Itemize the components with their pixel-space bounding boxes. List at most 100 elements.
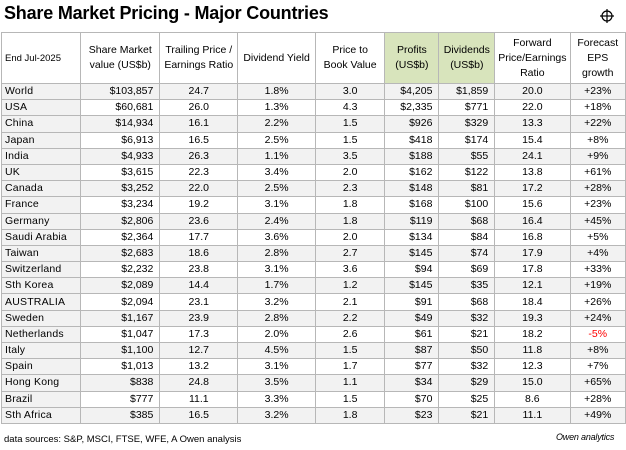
cell-eps-growth: +9% [569,147,626,165]
table-row: India $4,933 26.3 1.1% 3.5 $188 $55 24.1 +9% [0,147,626,165]
cell-profits: $23 [384,406,440,424]
cell-trailing-pe: 16.5 [159,406,239,424]
cell-eps-growth: +33% [569,261,626,279]
cell-country: Italy [0,341,82,360]
cell-market-value: $60,681 [80,99,161,117]
cell-dividend-yield: 1.3% [237,99,316,117]
cell-price-to-book: 1.5 [314,390,386,408]
cell-price-to-book: 1.8 [314,196,386,214]
cell-dividend-yield: 2.8% [237,244,316,263]
cell-dividend-yield: 3.5% [237,374,316,392]
cell-price-to-book: 4.3 [314,99,386,117]
cell-dividend-yield: 3.1% [237,358,316,376]
header-profits: Profits (US$b) [384,32,440,84]
cell-country: Sweden [0,309,82,327]
cell-eps-growth: +65% [569,374,626,392]
cell-dividend-yield: 1.8% [237,82,316,101]
cell-forward-pe: 18.4 [494,293,571,311]
cell-trailing-pe: 16.5 [159,131,239,149]
cell-price-to-book: 3.0 [314,82,386,101]
cell-dividends: $68 [438,212,496,230]
cell-profits: $145 [384,244,440,263]
cell-dividend-yield: 2.0% [237,325,316,344]
table-row: AUSTRALIA $2,094 23.1 3.2% 2.1 $91 $68 18.4 +26% [0,293,626,311]
cell-price-to-book: 1.5 [314,341,386,360]
cell-price-to-book: 2.2 [314,309,386,327]
table-row: Italy $1,100 12.7 4.5% 1.5 $87 $50 11.8 +8% [0,341,626,360]
cell-market-value: $3,252 [80,180,161,198]
cell-forward-pe: 22.0 [494,99,571,117]
cell-market-value: $2,364 [80,228,161,246]
table-row: Switzerland $2,232 23.8 3.1% 3.6 $94 $69 17.8 +3… [0,261,626,279]
cell-country: Sth Korea [0,277,82,295]
cell-trailing-pe: 19.2 [159,196,239,214]
cell-forward-pe: 12.3 [494,358,571,376]
cell-forward-pe: 16.4 [494,212,571,230]
cell-price-to-book: 2.6 [314,325,386,344]
cell-profits: $87 [384,341,440,360]
cell-forward-pe: 13.3 [494,115,571,133]
cell-market-value: $2,683 [80,244,161,263]
cell-forward-pe: 12.1 [494,277,571,295]
cell-forward-pe: 11.1 [494,406,571,424]
cell-eps-growth: +49% [569,406,626,424]
cell-dividends: $81 [438,180,496,198]
cell-profits: $34 [384,374,440,392]
cell-trailing-pe: 24.8 [159,374,239,392]
cell-dividend-yield: 1.1% [237,147,316,165]
cell-market-value: $1,100 [80,341,161,360]
cell-country: France [0,196,82,214]
cell-trailing-pe: 26.3 [159,147,239,165]
cell-eps-growth: +5% [569,228,626,246]
table-row: Sth Africa $385 16.5 3.2% 1.8 $23 $21 11.1 +49% [0,406,626,424]
cell-dividend-yield: 3.2% [237,293,316,311]
cell-dividend-yield: 2.5% [237,180,316,198]
cell-forward-pe: 16.8 [494,228,571,246]
cell-price-to-book: 1.5 [314,131,386,149]
cell-dividends: $174 [438,131,496,149]
cell-market-value: $4,933 [80,147,161,165]
cell-country: USA [0,99,82,117]
cell-price-to-book: 3.5 [314,147,386,165]
cell-country: Saudi Arabia [0,228,82,246]
cell-market-value: $2,806 [80,212,161,230]
table-row: Germany $2,806 23.6 2.4% 1.8 $119 $68 16.4 +45% [0,212,626,230]
cell-eps-growth: +23% [569,82,626,101]
pricing-table: End Jul-2025 Share Market value (US$b) T… [0,32,626,424]
cell-country: Brazil [0,390,82,408]
cell-profits: $91 [384,293,440,311]
cell-forward-pe: 8.6 [494,390,571,408]
cell-eps-growth: +7% [569,358,626,376]
cell-dividends: $122 [438,163,496,182]
cell-country: AUSTRALIA [0,293,82,311]
cell-market-value: $777 [80,390,161,408]
cell-forward-pe: 20.0 [494,82,571,101]
page-title: Share Market Pricing - Major Countries [4,3,329,23]
cell-dividends: $1,859 [438,82,496,101]
cell-eps-growth: +28% [569,180,626,198]
header-dividends: Dividends (US$b) [438,32,496,84]
cell-trailing-pe: 23.1 [159,293,239,311]
cell-eps-growth: +24% [569,309,626,327]
cell-trailing-pe: 23.6 [159,212,239,230]
cell-profits: $148 [384,180,440,198]
cell-dividends: $771 [438,99,496,117]
cell-eps-growth: +26% [569,293,626,311]
cell-price-to-book: 1.1 [314,374,386,392]
cell-dividend-yield: 3.3% [237,390,316,408]
cell-trailing-pe: 12.7 [159,341,239,360]
cell-price-to-book: 1.7 [314,358,386,376]
cell-price-to-book: 2.0 [314,163,386,182]
cell-market-value: $14,934 [80,115,161,133]
cell-dividend-yield: 3.6% [237,228,316,246]
cell-trailing-pe: 24.7 [159,82,239,101]
cell-price-to-book: 1.8 [314,212,386,230]
cell-country: India [0,147,82,165]
cell-dividend-yield: 2.4% [237,212,316,230]
cell-market-value: $2,089 [80,277,161,295]
table-row: China $14,934 16.1 2.2% 1.5 $926 $329 13.3 +22% [0,115,626,133]
cell-forward-pe: 18.2 [494,325,571,344]
header-price-to-book: Price to Book Value [314,32,386,84]
data-sources: data sources: S&P, MSCI, FTSE, WFE, A Ow… [4,434,242,445]
cell-dividends: $35 [438,277,496,295]
